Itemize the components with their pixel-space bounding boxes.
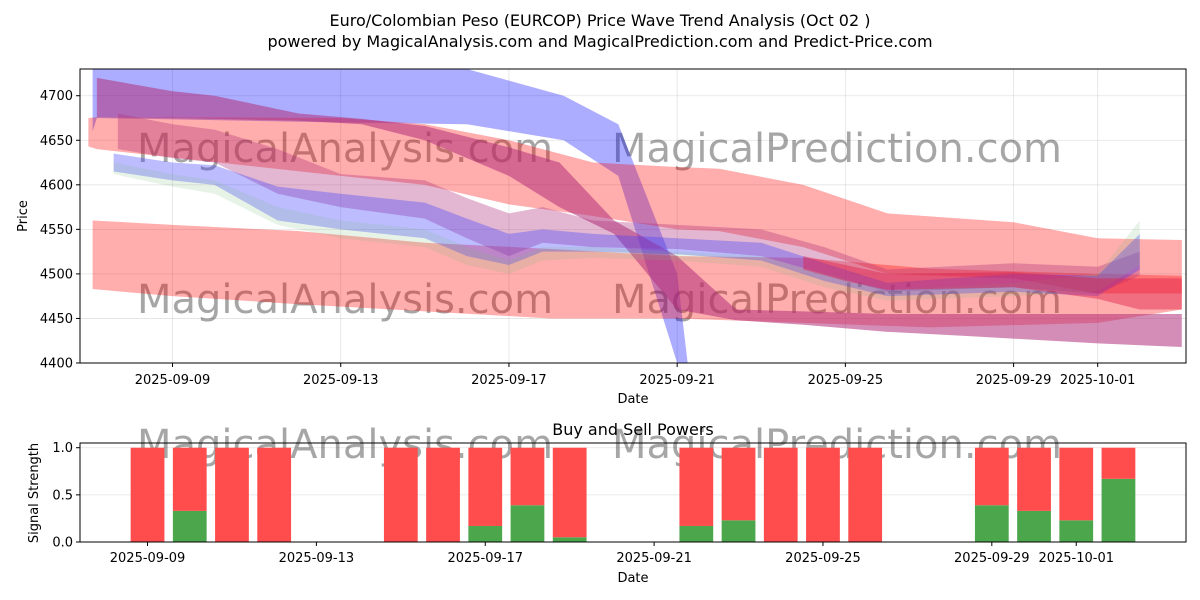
price-band-6 xyxy=(113,153,1140,297)
x-tick-label: 2025-09-13 xyxy=(279,551,355,566)
price-band-4 xyxy=(96,77,1182,347)
buy-bar xyxy=(1059,520,1094,542)
x-axis-label: Date xyxy=(617,571,648,586)
sell-bar xyxy=(679,447,714,526)
buy-bar xyxy=(679,525,714,542)
sell-bar xyxy=(510,447,545,506)
y-axis-label: Signal Strength xyxy=(27,443,42,543)
y-tick-label: 4650 xyxy=(40,134,73,149)
x-tick-label: 2025-09-21 xyxy=(616,551,692,566)
y-tick-label: 0.0 xyxy=(52,536,73,551)
x-tick-label: 2025-09-17 xyxy=(447,551,523,566)
watermark: MagicalPrediction.com xyxy=(612,126,1062,172)
price-band-7 xyxy=(113,162,1140,301)
y-tick-label: 4550 xyxy=(40,223,73,238)
chart-title: Euro/Colombian Peso (EURCOP) Price Wave … xyxy=(329,11,870,30)
sell-bar xyxy=(848,447,883,542)
buy-bar xyxy=(172,510,207,542)
watermark: MagicalAnalysis.com xyxy=(137,277,553,323)
y-tick-label: 4500 xyxy=(40,267,73,282)
buy-bar xyxy=(721,520,756,542)
price-band-8 xyxy=(803,256,1182,310)
y-tick-label: 4450 xyxy=(40,312,73,327)
buy-bar xyxy=(1017,510,1051,542)
y-axis-label: Price xyxy=(16,200,31,232)
x-tick-label: 2025-09-29 xyxy=(954,551,1030,566)
sell-bar xyxy=(1101,447,1136,479)
sell-bar xyxy=(468,447,503,526)
price-chart: MagicalAnalysis.com MagicalPrediction.com… xyxy=(16,68,1187,407)
sell-bar xyxy=(257,447,292,542)
bands xyxy=(88,69,1182,363)
x-tick-label: 2025-09-29 xyxy=(976,373,1052,388)
x-tick-label: 2025-10-01 xyxy=(1060,373,1136,388)
x-tick-label: 2025-09-17 xyxy=(471,373,547,388)
x-tick-label: 2025-09-25 xyxy=(785,551,861,566)
x-tick-label: 2025-09-09 xyxy=(110,551,186,566)
sell-bar xyxy=(1017,447,1051,511)
sell-bar xyxy=(552,447,587,538)
y-tick-label: 4600 xyxy=(40,178,73,193)
y-tick-label: 4400 xyxy=(40,357,73,372)
x-tick-label: 2025-09-21 xyxy=(639,373,715,388)
buy-sell-chart: MagicalAnalysis.com MagicalPrediction.com… xyxy=(27,420,1187,586)
sell-bar xyxy=(1059,447,1094,521)
x-tick-label: 2025-09-13 xyxy=(303,373,379,388)
buy-bar xyxy=(974,505,1009,542)
sell-bar xyxy=(426,447,460,542)
x-tick-label: 2025-09-25 xyxy=(808,373,884,388)
sell-bar xyxy=(215,447,249,542)
x-axis-label: Date xyxy=(617,392,648,407)
y-tick-label: 0.5 xyxy=(52,488,73,503)
sell-bar xyxy=(763,447,798,542)
subplot-title: Buy and Sell Powers xyxy=(552,420,714,439)
sell-bar xyxy=(130,447,165,542)
buy-bar xyxy=(552,537,587,542)
buy-bar xyxy=(468,525,503,542)
sell-bar xyxy=(383,447,418,542)
sell-bar xyxy=(974,447,1009,506)
buy-bar xyxy=(1101,478,1136,542)
x-tick-label: 2025-10-01 xyxy=(1038,551,1114,566)
sell-bar xyxy=(172,447,207,511)
sell-bar xyxy=(806,447,840,542)
plot-frame xyxy=(79,68,1187,364)
price-band-5 xyxy=(117,113,1140,294)
plot-frame xyxy=(79,442,1187,543)
price-band-2 xyxy=(88,117,1182,294)
price-band-3 xyxy=(92,220,1182,328)
chart-subtitle: powered by MagicalAnalysis.com and Magic… xyxy=(267,32,932,51)
y-tick-label: 1.0 xyxy=(52,441,73,456)
sell-bar xyxy=(721,447,756,521)
y-tick-label: 4700 xyxy=(40,89,73,104)
buy-bar xyxy=(510,505,545,542)
x-tick-label: 2025-09-09 xyxy=(135,373,211,388)
